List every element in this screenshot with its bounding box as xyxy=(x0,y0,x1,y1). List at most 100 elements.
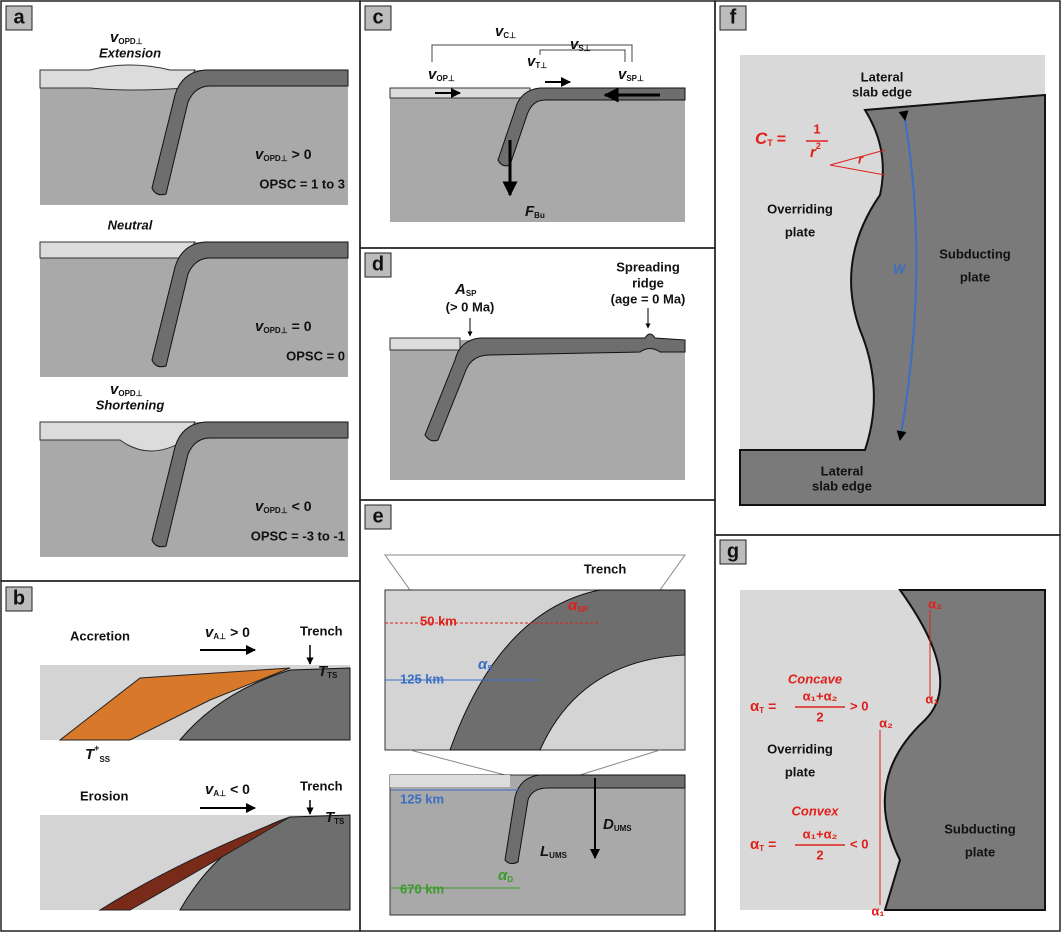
process: Accretion xyxy=(70,628,130,643)
symbol-sub: OPD⊥ xyxy=(263,506,287,515)
denominator: 2 xyxy=(816,709,823,724)
symbol-sub: D xyxy=(507,875,513,884)
symbol: vSP⊥ xyxy=(618,66,644,83)
symbol-relation: = xyxy=(768,698,776,714)
symbol-relation: = 0 xyxy=(292,318,312,334)
symbol-sub: OP⊥ xyxy=(436,74,455,83)
opsc: OPSC = 0 xyxy=(286,348,345,363)
mantle xyxy=(390,90,685,222)
symbol-sub: TS xyxy=(327,671,338,680)
edge-label: slab edge xyxy=(812,478,872,493)
symbol: vOPD⊥ xyxy=(110,381,143,398)
symbol: vS⊥ xyxy=(570,36,591,53)
edge-label: Lateral xyxy=(821,463,864,478)
figure: abcdefgvOPD⊥ExtensionvOPD⊥> 0OPSC = 1 to… xyxy=(0,0,1061,932)
state-name: Extension xyxy=(99,45,161,60)
symbol: TTS xyxy=(325,809,345,826)
shape-label: Concave xyxy=(788,671,842,686)
symbol-sub: OPD⊥ xyxy=(263,326,287,335)
symbol: vC⊥ xyxy=(495,23,516,40)
overriding-plate xyxy=(390,775,510,787)
symbol-relation: = xyxy=(777,131,786,148)
numerator: α₁+α₂ xyxy=(803,688,838,703)
age-note: (> 0 Ma) xyxy=(446,299,495,314)
depth-label: 50 km xyxy=(420,613,457,628)
process: Erosion xyxy=(80,788,128,803)
edge-label: slab edge xyxy=(852,84,912,99)
symbol-sub: S xyxy=(487,664,493,673)
plate-label: Subducting xyxy=(939,246,1011,261)
symbol: vT⊥ xyxy=(527,53,547,70)
symbol: vA⊥> 0 xyxy=(205,624,250,641)
symbol: vOP⊥ xyxy=(428,66,455,83)
symbol-relation: = xyxy=(768,836,776,852)
panel-label: g xyxy=(727,540,739,562)
symbol-sub: A⊥ xyxy=(213,632,226,641)
trench-label: Trench xyxy=(584,561,627,576)
angle-label: α₂ xyxy=(879,715,893,730)
width-label: W xyxy=(893,261,907,276)
panel-label: c xyxy=(372,6,383,28)
symbol: vOPD⊥ xyxy=(110,29,143,46)
ridge-label: ridge xyxy=(632,275,664,290)
plate-label: plate xyxy=(960,269,990,284)
angle-label: α₂ xyxy=(928,596,942,611)
plate-label: Overriding xyxy=(767,741,833,756)
symbol-sub: T xyxy=(767,138,773,148)
symbol-sub: Bu xyxy=(534,211,545,220)
state-name: Shortening xyxy=(96,397,165,412)
depth-label: 125 km xyxy=(400,791,444,806)
symbol-sub: A⊥ xyxy=(213,789,226,798)
formula-result: > 0 xyxy=(850,698,868,713)
section-geometry xyxy=(385,555,685,915)
symbol-sub: SP⊥ xyxy=(626,74,644,83)
numerator: α₁+α₂ xyxy=(803,826,838,841)
section-age xyxy=(390,308,685,480)
plate-label: Subducting xyxy=(944,821,1016,836)
depth-label: 125 km xyxy=(400,671,444,686)
symbol-sub: T xyxy=(759,844,764,853)
symbol-sup: + xyxy=(94,743,99,753)
overriding-plate xyxy=(40,65,195,90)
panel-label: a xyxy=(13,6,25,28)
overriding-plate xyxy=(40,242,195,258)
denominator-power: 2 xyxy=(816,141,821,151)
symbol-sub: S⊥ xyxy=(578,44,590,53)
panel-label: b xyxy=(13,587,25,609)
formula-result: < 0 xyxy=(850,836,868,851)
plate-label: plate xyxy=(785,224,815,239)
mantle xyxy=(390,340,685,480)
panel-label: e xyxy=(372,505,383,527)
symbol-main: C xyxy=(755,129,768,148)
opsc: OPSC = 1 to 3 xyxy=(259,176,345,191)
opsc: OPSC = -3 to -1 xyxy=(251,528,345,543)
panel-label: f xyxy=(730,6,737,28)
body: abcdefgvOPD⊥ExtensionvOPD⊥> 0OPSC = 1 to… xyxy=(0,0,1061,932)
depth-label: 670 km xyxy=(400,881,444,896)
zoom-lines xyxy=(410,750,660,775)
symbol-main: D xyxy=(603,816,614,833)
symbol-main: L xyxy=(540,843,549,860)
denominator: 2 xyxy=(816,847,823,862)
section-erosion xyxy=(40,800,350,910)
ridge-label: (age = 0 Ma) xyxy=(611,291,686,306)
zoom-frame xyxy=(385,555,685,590)
trench-label: Trench xyxy=(300,778,343,793)
symbol-sub: C⊥ xyxy=(503,31,516,40)
state-name: Neutral xyxy=(108,217,153,232)
symbol-relation: > 0 xyxy=(292,146,312,162)
section-curvature xyxy=(740,55,1045,505)
ridge-label: Spreading xyxy=(616,259,680,274)
numerator: 1 xyxy=(813,121,820,136)
angle-label: α₁ xyxy=(871,903,884,918)
panel-label: d xyxy=(372,253,384,275)
symbol-main: A xyxy=(454,281,466,298)
symbol-sub: SS xyxy=(99,755,110,764)
shape-label: Convex xyxy=(792,803,840,818)
edge-label: Lateral xyxy=(861,69,904,84)
plate-label: plate xyxy=(965,844,995,859)
plate-label: Overriding xyxy=(767,201,833,216)
symbol-relation: < 0 xyxy=(230,781,250,797)
symbol: ASP xyxy=(454,281,477,298)
symbol-sub: UMS xyxy=(549,851,567,860)
